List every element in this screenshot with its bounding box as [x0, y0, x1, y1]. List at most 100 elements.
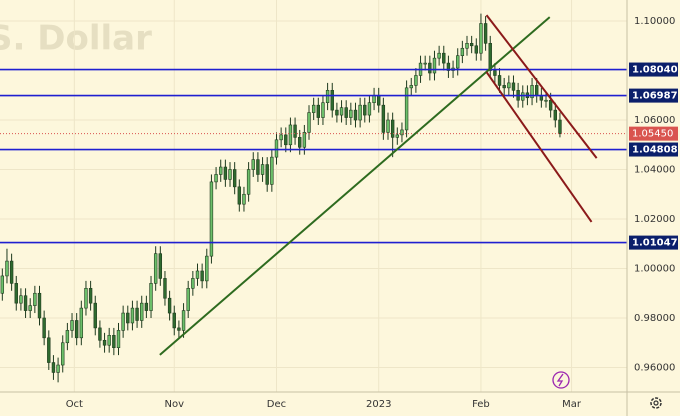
- candle-body: [483, 23, 488, 44]
- candle-body: [14, 283, 18, 304]
- watermark: S. Dollar: [0, 19, 152, 59]
- trend-line: [159, 16, 551, 356]
- candle-body: [42, 317, 46, 339]
- y-tick-label: 1.00000: [634, 264, 675, 275]
- trend-line: [485, 14, 598, 159]
- last-price-box: [629, 126, 678, 141]
- candle-body: [172, 312, 176, 329]
- candle-body: [395, 134, 399, 138]
- candle-body: [460, 47, 465, 56]
- x-tick-label: Mar: [562, 399, 582, 410]
- candle-body: [381, 104, 386, 133]
- candle-body: [465, 43, 469, 49]
- candle-body: [442, 52, 446, 64]
- candle-body: [84, 288, 88, 309]
- candle-body: [200, 270, 204, 282]
- x-tick-label: Nov: [164, 399, 184, 410]
- candle-body: [153, 253, 158, 284]
- candle-body: [237, 186, 242, 205]
- candle-body: [260, 164, 265, 175]
- candle-body: [209, 181, 214, 257]
- candle-body: [242, 193, 246, 205]
- candle-body: [479, 23, 483, 54]
- candle-body: [61, 342, 65, 366]
- settings-icon[interactable]: [650, 397, 662, 409]
- candle-body: [316, 104, 321, 118]
- y-tick-label: 0.98000: [634, 313, 675, 324]
- candle-body: [288, 124, 293, 146]
- candle-body: [23, 295, 28, 311]
- candle-body: [307, 112, 311, 133]
- y-tick-label: 1.02000: [634, 214, 675, 225]
- candle-body: [432, 57, 437, 74]
- level-label-box: [629, 142, 678, 157]
- level-label-box: [629, 88, 678, 103]
- candle-body: [456, 55, 460, 69]
- candle-body: [163, 278, 167, 299]
- candle-body: [325, 90, 330, 104]
- level-label-box: [629, 235, 678, 250]
- candle-body: [274, 139, 279, 158]
- level-label: 1.08040: [632, 65, 678, 76]
- candle-body: [530, 85, 534, 99]
- candle-body: [511, 82, 516, 91]
- candle-body: [47, 337, 51, 363]
- candle-body: [228, 169, 232, 180]
- candle-body: [548, 99, 553, 111]
- candle-body: [265, 164, 269, 185]
- level-label: 1.01047: [632, 238, 678, 249]
- candle-body: [158, 253, 163, 279]
- candle-body: [251, 159, 255, 170]
- candle-body: [344, 107, 348, 118]
- candle-body: [377, 94, 381, 106]
- y-tick-label: 1.04000: [634, 165, 675, 176]
- candle-body: [386, 119, 390, 133]
- candle-body: [116, 330, 121, 349]
- candle-body: [256, 159, 260, 175]
- candle-body: [246, 169, 251, 195]
- candle-body: [0, 275, 5, 294]
- candle-body: [279, 134, 283, 141]
- replay-icon[interactable]: [552, 371, 570, 389]
- candle-body: [28, 305, 32, 311]
- candle-body: [474, 45, 478, 54]
- candle-body: [19, 295, 23, 304]
- candle-body: [126, 312, 130, 324]
- candle-body: [205, 255, 209, 282]
- candle-body: [93, 302, 97, 329]
- x-tick-label: Dec: [267, 399, 286, 410]
- candle-body: [79, 307, 84, 339]
- candle-body: [9, 260, 14, 284]
- candle-body: [349, 109, 353, 118]
- candle-body: [311, 104, 316, 113]
- trend-line: [485, 71, 593, 223]
- candle-body: [553, 109, 557, 121]
- candle-body: [56, 364, 60, 373]
- candle-body: [507, 82, 511, 89]
- candle-body: [400, 129, 404, 136]
- candle-body: [363, 104, 367, 116]
- candle-body: [232, 169, 237, 188]
- candle-body: [74, 320, 79, 339]
- candle-body: [5, 260, 9, 277]
- candle-body: [149, 283, 153, 311]
- candle-body: [409, 85, 413, 89]
- level-label-box: [629, 62, 678, 77]
- candle-body: [493, 70, 497, 76]
- candle-body: [521, 92, 525, 101]
- candle-body: [302, 132, 307, 148]
- y-tick-label: 1.10000: [634, 16, 675, 27]
- x-tick-label: Feb: [472, 399, 490, 410]
- x-tick-label: Oct: [66, 399, 83, 410]
- candle-body: [181, 310, 186, 331]
- candle-body: [404, 87, 409, 131]
- candle-body: [135, 307, 139, 321]
- candle-body: [65, 330, 70, 344]
- candle-body: [270, 156, 274, 185]
- y-tick-label: 0.96000: [634, 363, 675, 374]
- candle-body: [330, 90, 334, 111]
- candle-body: [558, 119, 562, 134]
- candle-body: [469, 43, 474, 47]
